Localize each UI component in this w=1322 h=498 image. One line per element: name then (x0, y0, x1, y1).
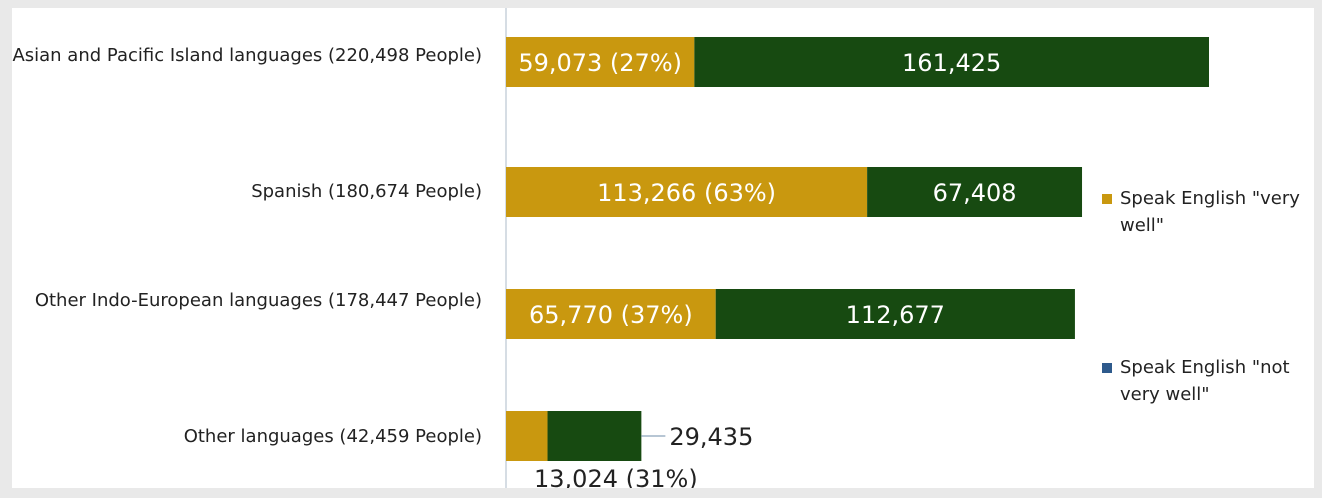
bar-very-well-0 (506, 37, 695, 87)
category-label-1: Spanish (180,674 People) (251, 181, 482, 202)
legend-label-not-very-well: Speak English "not very well" (1120, 357, 1290, 405)
category-label-2: Other Indo-European languages (178,447 P… (34, 290, 482, 311)
data-label-not-very-well-2: 112,677 (846, 301, 945, 329)
category-label-0: Asian and Pacific Island languages (220,… (12, 45, 482, 66)
chart-panel: 59,073 (27%) 161,425 113,266 (63%) 67,408 65… (12, 8, 1314, 488)
category-label-3: Other languages (42,459 People) (183, 426, 482, 447)
bar-not-very-well-3 (547, 411, 642, 461)
bar-very-well-3 (506, 411, 548, 461)
data-label-very-well-0: 59,073 (27%) (518, 49, 682, 77)
bar-not-very-well-2 (715, 289, 1075, 339)
data-label-very-well-3: 13,024 (31%) (534, 465, 698, 488)
data-label-not-very-well-1: 67,408 (933, 179, 1017, 207)
bar-very-well-2 (506, 289, 716, 339)
legend-item-not-very-well: Speak English "not very well" (1102, 354, 1312, 414)
legend-swatch-very-well (1102, 194, 1112, 204)
data-label-very-well-1: 113,266 (63%) (597, 179, 776, 207)
legend-swatch-not-very-well (1102, 363, 1112, 373)
legend-item-very-well: Speak English "very well" (1102, 185, 1312, 245)
data-label-not-very-well-0: 161,425 (902, 49, 1001, 77)
data-label-very-well-2: 65,770 (37%) (529, 301, 693, 329)
bar-not-very-well-1 (867, 167, 1083, 217)
legend-label-very-well: Speak English "very well" (1120, 188, 1300, 236)
data-label-not-very-well-3: 29,435 (669, 423, 753, 451)
bar-very-well-1 (506, 167, 868, 217)
chart-plot: 59,073 (27%) 161,425 113,266 (63%) 67,408 65… (505, 8, 1209, 488)
bar-not-very-well-0 (694, 37, 1209, 87)
